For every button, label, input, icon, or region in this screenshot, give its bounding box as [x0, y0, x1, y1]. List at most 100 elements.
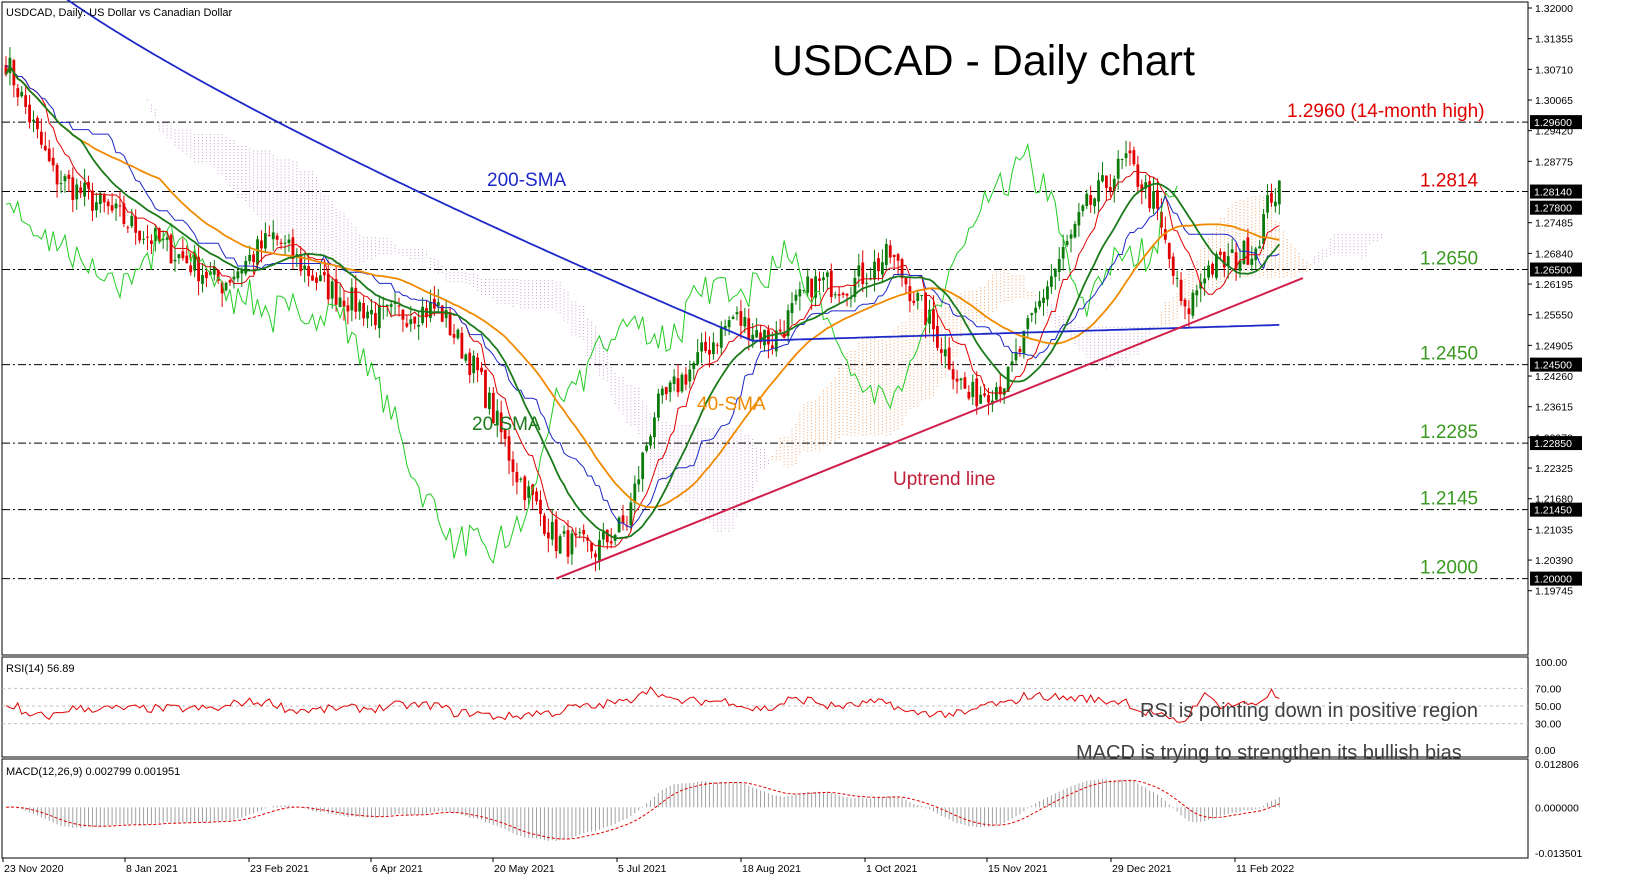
- candle-body: [275, 235, 279, 240]
- candle-body: [283, 242, 287, 244]
- candle-body: [315, 277, 318, 283]
- candle-body: [205, 271, 208, 279]
- candle-body: [173, 259, 177, 262]
- candle-body: [1018, 348, 1022, 353]
- candle-body: [185, 255, 189, 264]
- candle-body: [4, 65, 8, 75]
- sma20-line: [5, 64, 1281, 540]
- candle-body: [24, 95, 28, 107]
- price-badge-label: 1.22850: [1534, 438, 1572, 450]
- candle-body: [550, 521, 554, 540]
- candle-body: [1116, 158, 1120, 179]
- candle-body: [822, 277, 825, 281]
- candle-body: [1273, 201, 1277, 207]
- candle-body: [558, 536, 562, 554]
- candle-body: [825, 272, 829, 277]
- candle-body: [719, 326, 723, 348]
- price-tick-label: 1.24905: [1535, 340, 1573, 352]
- candle-body: [790, 303, 794, 314]
- candle-body: [55, 165, 59, 185]
- candle-body: [232, 276, 236, 280]
- tenkan-line: [5, 65, 1280, 548]
- candle-body: [181, 251, 185, 259]
- candle-body: [39, 131, 43, 145]
- candle-body: [362, 303, 366, 319]
- candle-body: [904, 277, 908, 285]
- candle-body: [621, 515, 625, 524]
- candle-body: [216, 269, 220, 281]
- candle-body: [770, 345, 774, 349]
- candle-body: [377, 305, 381, 329]
- candle-body: [932, 309, 935, 330]
- level-label: 1.2285: [1420, 422, 1478, 443]
- candle-body: [1179, 279, 1183, 302]
- candle-body: [896, 254, 900, 261]
- candle-body: [1132, 150, 1136, 165]
- candle-body: [1120, 158, 1124, 160]
- candle-body: [346, 305, 350, 312]
- candle-body: [456, 329, 460, 339]
- candle-body: [523, 476, 527, 501]
- candle-body: [1128, 150, 1132, 154]
- level-labels: 1.2960 (14-month high) 1.2814 1.2650 1.2450…: [1287, 101, 1485, 578]
- candle-body: [440, 305, 444, 322]
- candle-body: [939, 349, 943, 353]
- candle-body: [358, 302, 362, 312]
- candle-body: [653, 417, 656, 438]
- price-tick-label: 1.19745: [1535, 586, 1573, 598]
- candle-body: [1250, 258, 1254, 265]
- candle-body: [684, 374, 688, 385]
- candle-body: [106, 201, 110, 207]
- candle-body: [1049, 276, 1053, 287]
- candle-body: [432, 299, 436, 309]
- candle-body: [1089, 195, 1093, 205]
- macd-signal-line: [5, 779, 1280, 840]
- candle-body: [1034, 307, 1038, 313]
- rsi-tick-label: 50.00: [1535, 701, 1561, 713]
- candle-body: [778, 329, 782, 332]
- candle-body: [696, 352, 700, 365]
- candle-body: [20, 91, 24, 97]
- candle-body: [248, 254, 252, 262]
- candle-body: [578, 532, 582, 534]
- candle-body: [1226, 256, 1230, 266]
- price-tick-label: 1.25550: [1535, 310, 1573, 322]
- price-tick-label: 1.23615: [1535, 402, 1573, 414]
- candle-body: [857, 265, 861, 277]
- candle-body: [436, 302, 440, 307]
- uptrend-line: [555, 277, 1304, 580]
- level-label: 1.2450: [1420, 344, 1478, 365]
- candle-body: [1105, 175, 1108, 188]
- candle-body: [405, 323, 409, 327]
- candle-body: [723, 325, 727, 330]
- sma200-annotation: 200-SMA: [487, 170, 567, 191]
- price-tick-label: 1.26840: [1535, 248, 1573, 260]
- rsi-pane: 100.00 70.00 50.00 30.00 0.00: [2, 657, 1567, 757]
- candle-body: [193, 254, 197, 271]
- date-tick-label: 8 Jan 2021: [126, 863, 178, 875]
- candle-body: [586, 537, 590, 541]
- candle-body: [700, 342, 704, 352]
- price-tick-label: 1.27485: [1535, 218, 1573, 230]
- candle-body: [1238, 260, 1242, 271]
- candle-body: [979, 394, 983, 404]
- candle-body: [928, 309, 931, 324]
- rsi-line: [5, 686, 1280, 723]
- chart-title: USDCAD - Daily chart: [772, 37, 1195, 85]
- candle-body: [735, 312, 739, 315]
- candle-body: [672, 376, 676, 384]
- candle-body: [810, 278, 814, 298]
- candle-body: [1207, 265, 1210, 278]
- candle-body: [1270, 193, 1273, 203]
- candle-body: [900, 259, 904, 279]
- rsi-tick-label: 100.00: [1535, 657, 1567, 669]
- candle-body: [963, 377, 967, 389]
- candle-body: [511, 459, 515, 472]
- candle-body: [1136, 164, 1140, 187]
- candle-body: [476, 357, 479, 371]
- candle-body: [161, 239, 165, 241]
- candle-body: [464, 354, 468, 361]
- candle-body: [794, 294, 798, 301]
- candle-body: [299, 253, 303, 272]
- candle-body: [880, 262, 884, 275]
